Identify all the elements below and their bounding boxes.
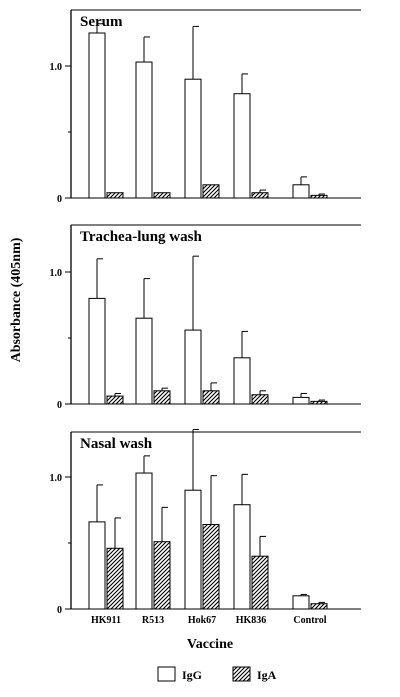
bar-iga-control bbox=[310, 603, 328, 610]
bar-iga-r513 bbox=[153, 390, 171, 405]
x-axis-label: Vaccine bbox=[187, 637, 233, 652]
bar-iga-control bbox=[310, 400, 328, 405]
y-tick-label: 1.0 bbox=[50, 62, 63, 73]
bar-iga-r513 bbox=[153, 541, 171, 610]
legend-swatch-igg bbox=[157, 666, 176, 682]
bar-iga-hk836 bbox=[251, 192, 269, 199]
bar-igg-control bbox=[292, 396, 310, 405]
panel-title: Serum bbox=[80, 14, 123, 30]
bar-igg-r513 bbox=[135, 472, 153, 610]
legend: IgG IgA bbox=[157, 666, 277, 682]
legend-swatch-iga bbox=[232, 666, 251, 682]
y-axis-label: Absorbance (405nm) bbox=[9, 237, 24, 362]
x-tick-label-hk836: HK836 bbox=[236, 615, 267, 626]
x-tick-label-control: Control bbox=[293, 615, 326, 626]
panel-trachea-lung-wash: Trachea-lung wash 0 1.0 bbox=[50, 224, 361, 411]
y-tick-label: 1.0 bbox=[50, 473, 63, 484]
bar-iga-hk911 bbox=[106, 395, 124, 405]
bar-igg-hk836 bbox=[233, 357, 251, 405]
bar-iga-hk836 bbox=[251, 555, 269, 610]
bar-iga-control bbox=[310, 194, 328, 199]
panel-serum: Serum 0 1.0 bbox=[50, 9, 361, 205]
y-tick-label: 1.0 bbox=[50, 268, 63, 279]
bar-igg-hk911 bbox=[88, 521, 106, 610]
x-tick-label-r513: R513 bbox=[142, 615, 164, 626]
bar-igg-control bbox=[292, 595, 310, 610]
bar-iga-hk911 bbox=[106, 192, 124, 199]
bar-iga-hok67 bbox=[202, 390, 220, 405]
bar-igg-hok67 bbox=[184, 489, 202, 610]
bar-igg-hk911 bbox=[88, 32, 106, 199]
y-tick-label: 0 bbox=[57, 605, 62, 616]
y-tick-label: 0 bbox=[57, 400, 62, 411]
bar-igg-control bbox=[292, 184, 310, 199]
legend-label-igg: IgG bbox=[182, 668, 202, 682]
x-tick-label-hk911: HK911 bbox=[91, 615, 121, 626]
bar-igg-r513 bbox=[135, 317, 153, 405]
y-tick-label: 0 bbox=[57, 194, 62, 205]
panel-title: Trachea-lung wash bbox=[80, 229, 202, 245]
bar-iga-hok67 bbox=[202, 524, 220, 610]
bar-igg-hk836 bbox=[233, 504, 251, 610]
bar-igg-hok67 bbox=[184, 78, 202, 199]
bar-iga-r513 bbox=[153, 192, 171, 199]
panel-nasal-wash: Nasal wash 0 1.0 bbox=[50, 428, 361, 616]
bar-igg-hok67 bbox=[184, 329, 202, 405]
bar-igg-hk911 bbox=[88, 297, 106, 405]
bar-iga-hok67 bbox=[202, 184, 220, 199]
panel-title: Nasal wash bbox=[80, 436, 153, 452]
legend-label-iga: IgA bbox=[257, 668, 277, 682]
bar-iga-hk911 bbox=[106, 547, 124, 610]
bar-igg-hk836 bbox=[233, 93, 251, 199]
bar-igg-r513 bbox=[135, 61, 153, 199]
x-tick-label-hok67: Hok67 bbox=[188, 615, 216, 626]
bar-iga-hk836 bbox=[251, 394, 269, 405]
